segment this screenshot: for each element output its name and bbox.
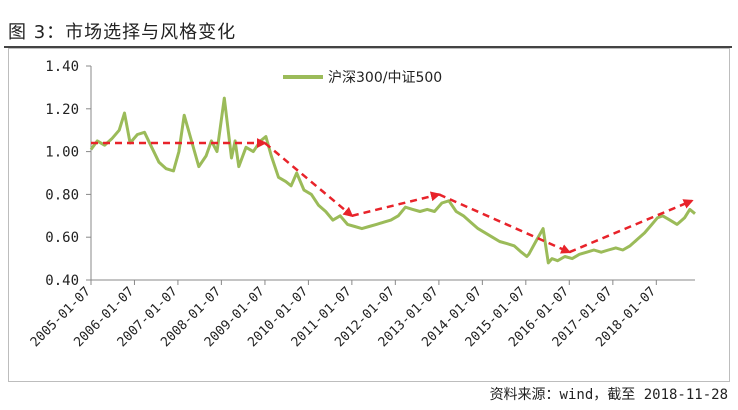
y-axis-ticks: 0.40 0.60 0.80 1.00 1.20 1.40 xyxy=(45,59,91,289)
axes xyxy=(90,66,695,281)
y-tick-label: 1.40 xyxy=(45,59,79,75)
y-tick-label: 0.40 xyxy=(45,273,79,289)
legend: 沪深300/中证500 xyxy=(283,70,442,86)
series-line xyxy=(89,96,696,265)
chart-title: 图 3：市场选择与风格变化 xyxy=(8,22,237,43)
y-tick-label: 1.00 xyxy=(45,145,79,161)
series-layer xyxy=(89,96,696,265)
trend-arrow xyxy=(264,142,354,218)
y-tick-label: 1.20 xyxy=(45,102,79,118)
legend-label: 沪深300/中证500 xyxy=(328,70,442,86)
trend-arrow xyxy=(568,199,694,254)
chart-frame xyxy=(8,48,730,382)
trend-arrows xyxy=(91,138,694,254)
y-tick-label: 0.80 xyxy=(45,187,79,203)
source-note: 资料来源：wind，截至 2018-11-28 xyxy=(489,387,728,403)
x-axis-ticks: 2005-01-072006-01-072007-01-072008-01-07… xyxy=(28,280,659,350)
trend-arrow xyxy=(351,191,441,218)
y-tick-label: 0.60 xyxy=(45,230,79,246)
title-divider xyxy=(4,46,732,48)
